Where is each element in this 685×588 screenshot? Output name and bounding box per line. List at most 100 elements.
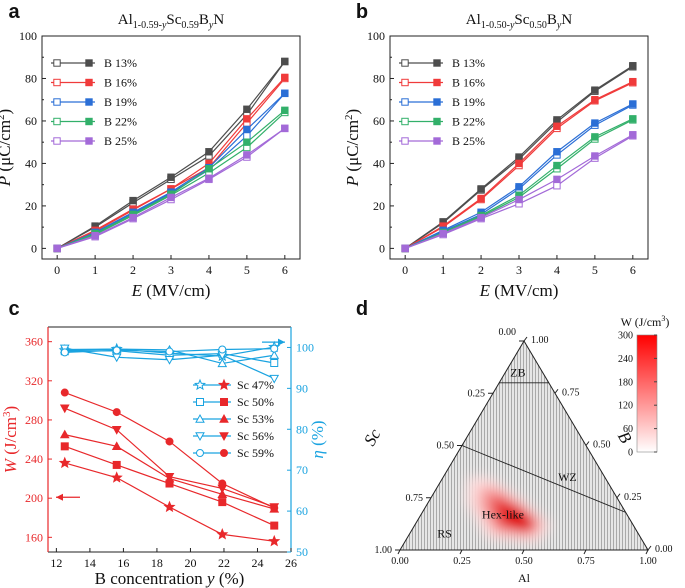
- left-tick-label: 0.00: [499, 327, 517, 338]
- right-tick-mark: [523, 336, 528, 342]
- left-tick-label: 320: [25, 374, 43, 388]
- legend-marker-open: [401, 137, 409, 145]
- W-data-point: [59, 429, 70, 439]
- eta-data-point: [217, 358, 228, 368]
- heatmap-peak: [501, 504, 534, 533]
- series-line-open: [404, 104, 634, 249]
- right-tick-label: 0.00: [655, 544, 673, 555]
- colorbar-tick-label: 300: [618, 331, 633, 342]
- right-tick-label: 90: [296, 381, 308, 395]
- y-axis-label: P (μC/cm2): [343, 109, 362, 187]
- W-data-point: [217, 489, 228, 498]
- bottom-tick-label: 0.25: [453, 556, 471, 567]
- legend-marker-open: [53, 78, 61, 87]
- W-data-point: [110, 471, 123, 483]
- x-tick-label: 18: [151, 556, 163, 570]
- right-axis-label: η (%): [308, 420, 327, 458]
- W-data-point: [59, 404, 70, 414]
- y-tick-label: 80: [373, 71, 385, 85]
- right-tick-label: 50: [296, 545, 308, 559]
- legend-marker-filled: [433, 98, 441, 106]
- bottom-tick-mark: [583, 549, 587, 555]
- data-point-filled: [243, 151, 251, 159]
- data-point-filled: [243, 105, 251, 113]
- left-tick-label: 0.75: [406, 493, 424, 504]
- right-axis-arrowhead: [278, 338, 285, 346]
- x-tick-label: 6: [630, 263, 636, 277]
- right-tick-label: 60: [296, 504, 308, 518]
- panel-title: Al1-0.50-ySc0.50ByN: [466, 12, 573, 31]
- left-tick-label: 360: [25, 335, 43, 349]
- data-point-filled: [629, 62, 637, 70]
- legend-marker-filled: [85, 117, 93, 126]
- legend-label: B 19%: [104, 95, 137, 109]
- legend-marker-open: [53, 59, 61, 67]
- panel-letter: b: [356, 1, 368, 23]
- data-point-filled: [591, 96, 599, 104]
- y-tick-label: 80: [25, 71, 37, 85]
- left-tick-label: 1.00: [375, 545, 393, 556]
- data-point-filled: [591, 119, 599, 127]
- legend-marker-filled: [219, 413, 229, 423]
- series-line-filled: [404, 103, 634, 249]
- left-axis-label: W (J/cm3): [1, 406, 20, 473]
- x-tick-label: 1: [440, 263, 446, 277]
- data-point-filled: [515, 183, 523, 191]
- W-data-point: [164, 472, 175, 482]
- data-point-filled: [515, 153, 523, 161]
- data-point-filled: [243, 138, 251, 146]
- x-tick-label: 6: [282, 263, 288, 277]
- legend-label: Sc 53%: [237, 412, 274, 426]
- data-point-filled: [515, 159, 523, 168]
- W-data-point: [58, 456, 71, 469]
- legend-marker-open: [401, 78, 409, 87]
- data-point-filled: [281, 89, 289, 98]
- x-tick-label: 2: [130, 263, 136, 277]
- W-data-point: [60, 442, 69, 451]
- data-point-filled: [243, 125, 251, 134]
- colorbar-title: W (J/cm3): [621, 314, 670, 329]
- data-point-filled: [205, 174, 213, 182]
- y-tick-label: 40: [25, 156, 37, 170]
- left-axis-label: Sc: [360, 425, 385, 449]
- legend-marker-filled: [85, 98, 93, 106]
- bottom-tick-label: 0.75: [577, 556, 595, 567]
- left-tick-label: 280: [25, 413, 43, 427]
- legend-marker-filled: [433, 78, 441, 87]
- W-data-point: [111, 426, 122, 435]
- bottom-tick-mark: [397, 549, 401, 555]
- legend-marker-open: [401, 117, 409, 126]
- panel-letter: d: [356, 298, 368, 320]
- left-tick-label: 160: [25, 530, 43, 544]
- legend-marker-open: [401, 59, 409, 67]
- legend-marker-open: [53, 98, 61, 106]
- data-point-filled: [129, 213, 137, 222]
- right-tick-mark: [554, 388, 559, 394]
- W-data-point: [268, 534, 281, 547]
- colorbar-tick-label: 240: [618, 354, 633, 365]
- eta-data-point: [269, 350, 280, 359]
- W-data-point: [60, 388, 69, 397]
- legend-marker-filled: [85, 137, 93, 145]
- data-point-filled: [243, 115, 251, 123]
- data-point-filled: [281, 106, 289, 115]
- data-point-open: [243, 132, 251, 140]
- eta-data-point: [270, 344, 279, 353]
- panel-letter: a: [8, 1, 20, 23]
- legend-marker-open: [196, 398, 204, 406]
- x-tick-label: 3: [516, 263, 522, 277]
- W-data-point: [165, 437, 174, 446]
- data-point-filled: [553, 161, 561, 170]
- x-tick-label: 4: [554, 263, 560, 277]
- plot-frame: [41, 35, 301, 260]
- right-tick-label: 100: [296, 340, 314, 354]
- eta-data-point: [164, 356, 175, 365]
- legend-label: B 16%: [104, 76, 137, 90]
- data-point-filled: [591, 152, 599, 160]
- W-data-point: [270, 521, 279, 530]
- legend-label: B 13%: [452, 56, 485, 70]
- W-data-point: [111, 441, 122, 451]
- legend-marker-filled: [220, 449, 228, 457]
